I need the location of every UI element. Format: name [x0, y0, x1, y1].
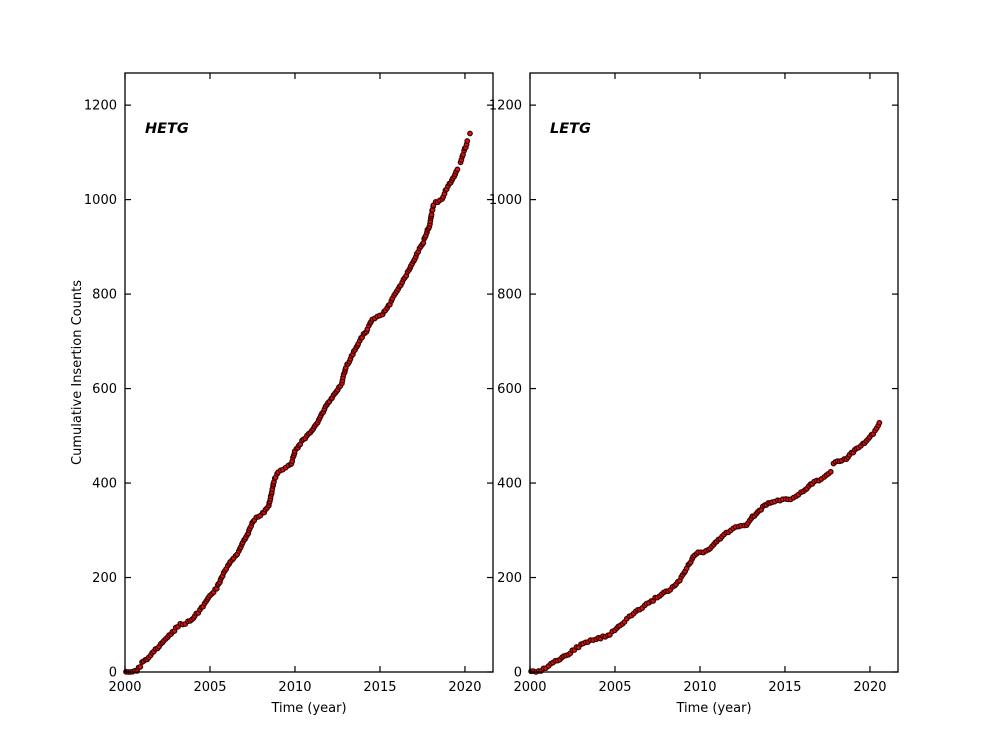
letg-y-tick-label: 1200 — [489, 99, 522, 114]
letg-x-tick-label: 2020 — [853, 680, 886, 695]
letg-y-tick-label: 400 — [497, 477, 522, 492]
hetg-x-tick-label: 2005 — [193, 680, 226, 695]
letg-data-point — [876, 419, 883, 426]
letg-x-tick-label: 2010 — [683, 680, 716, 695]
letg-plot-frame — [529, 72, 899, 673]
letg-panel-label: LETG — [550, 121, 591, 137]
hetg-data-point — [464, 138, 471, 144]
hetg-axes: 2000 2005 2010 2015 2020 0 200 400 600 800 1000 120… — [70, 72, 494, 716]
hetg-x-tick-label: 2010 — [278, 680, 311, 695]
letg-x-axis-label: Time (year) — [675, 701, 751, 716]
letg-axes: 2000 2005 2010 2015 2020 0 200 400 600 800 1000 120… — [489, 72, 899, 716]
letg-y-tick-label: 0 — [514, 666, 522, 681]
hetg-y-tick-label: 800 — [92, 288, 117, 303]
letg-series-points — [528, 419, 883, 675]
hetg-data-point — [454, 166, 461, 173]
hetg-x-axis-label: Time (year) — [270, 701, 346, 716]
hetg-y-tick-label: 200 — [92, 571, 117, 586]
hetg-y-tick-label: 600 — [92, 382, 117, 397]
hetg-data-point — [137, 663, 144, 670]
hetg-y-tick-label: 1000 — [84, 193, 117, 208]
letg-y-tick-label: 1000 — [489, 193, 522, 208]
hetg-x-tick-label: 2020 — [448, 680, 481, 695]
hetg-y-tick-label: 0 — [109, 666, 117, 681]
hetg-y-axis-label: Cumulative Insertion Counts — [70, 280, 85, 465]
hetg-series-points — [123, 130, 473, 675]
letg-y-tick-label: 600 — [497, 382, 522, 397]
letg-y-tick-label: 200 — [497, 571, 522, 586]
letg-data-point — [827, 468, 834, 475]
hetg-y-tick-label: 400 — [92, 477, 117, 492]
hetg-panel-label: HETG — [145, 121, 189, 137]
hetg-data-point — [467, 130, 473, 137]
hetg-y-tick-label: 1200 — [84, 99, 117, 114]
hetg-x-tick-label: 2015 — [363, 680, 396, 695]
letg-x-tick-label: 2000 — [513, 680, 546, 695]
hetg-plot-frame — [124, 72, 494, 673]
letg-x-tick-label: 2005 — [598, 680, 631, 695]
letg-y-tick-label: 800 — [497, 288, 522, 303]
letg-x-tick-label: 2015 — [768, 680, 801, 695]
hetg-x-tick-label: 2000 — [108, 680, 141, 695]
